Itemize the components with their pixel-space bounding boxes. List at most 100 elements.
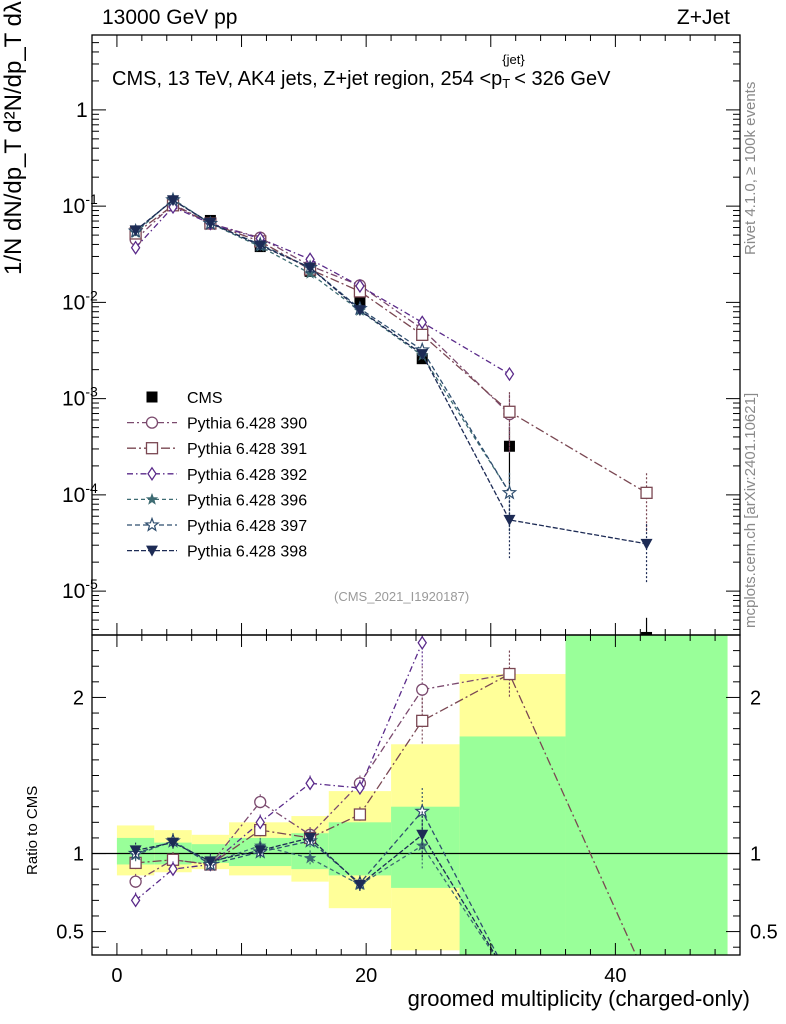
ratio-series-p392 (130, 635, 428, 909)
point-p398-7 (503, 514, 516, 526)
xtick-label-20: 20 (355, 965, 377, 987)
process-label: 13000 GeV pp (102, 6, 238, 29)
ratio-point-p398-4 (304, 832, 317, 844)
ratio-panel-series (127, 635, 637, 955)
rytick-label-right-1: 1 (750, 844, 761, 866)
ratio-line-p390 (135, 673, 510, 883)
ratio-line-p396 (135, 840, 495, 955)
rytick-label-right-2: 2 (750, 687, 761, 709)
rytick-label-0.5: 0.5 (56, 922, 84, 944)
point-p398-8 (640, 538, 653, 550)
legend-label-p398: Pythia 6.428 398 (187, 544, 307, 561)
point-p398-3 (254, 240, 267, 252)
point-p398-6 (416, 349, 429, 361)
ratio-y-axis-label: Ratio to CMS (24, 785, 41, 875)
ratio-point-p398-5 (353, 879, 366, 891)
legend-item-p391: Pythia 6.428 391 (127, 441, 307, 458)
legend-marker-p397 (144, 516, 160, 532)
rytick-label-right-0.5: 0.5 (750, 922, 778, 944)
legend-marker-p396 (145, 492, 159, 505)
legend-label-p390: Pythia 6.428 390 (187, 416, 307, 433)
band-inner-5 (328, 822, 392, 876)
series-p398 (129, 195, 653, 583)
point-p398-4 (304, 262, 317, 274)
ratio-point-p391-5 (353, 808, 367, 821)
legend-item-p392: Pythia 6.428 392 (127, 466, 307, 484)
x-axis-label: groomed multiplicity (charged-only) (407, 986, 750, 1011)
point-p391-6 (416, 328, 429, 341)
legend-marker-p390 (145, 416, 159, 429)
line-p390 (135, 203, 510, 415)
ratio-point-p390-0 (129, 875, 142, 888)
band-inner-8 (565, 635, 728, 955)
ratio-point-p398-2 (204, 856, 217, 868)
point-p398-1 (167, 195, 179, 207)
point-p392-5 (355, 278, 365, 294)
legend-item-data: CMS (146, 390, 223, 407)
plot-title: CMS, 13 TeV, AK4 jets, Z+jet region, 254… (112, 52, 611, 91)
rytick-label-1: 1 (73, 844, 84, 866)
series-layer (127, 191, 653, 955)
main-y-axis-label: 1/N dN/dp_T d²N/dp_T dλ (0, 1, 27, 275)
ratio-point-p391-6 (416, 714, 429, 728)
point-p398-2 (204, 217, 217, 229)
ratio-line-p398 (135, 833, 497, 955)
legend-item-p397: Pythia 6.428 397 (127, 516, 307, 535)
ratio-point-p392-5 (355, 780, 365, 796)
ytick-label-1: 1 (76, 99, 88, 122)
line-p396 (135, 198, 511, 493)
ratio-point-p398-3 (254, 845, 267, 857)
band-inner-6 (391, 806, 460, 888)
ratio-point-p397-6 (414, 803, 431, 819)
ratio-point-p398-0 (129, 845, 142, 857)
ratio-point-p392-0 (130, 893, 141, 908)
ratio-point-p391-7 (503, 667, 516, 681)
channel-label: Z+Jet (676, 6, 730, 29)
point-p392-7 (504, 366, 515, 382)
line-p392 (135, 206, 510, 375)
point-p391-8 (640, 486, 653, 499)
main-panel-series (127, 191, 653, 635)
point-data-7 (503, 440, 515, 452)
ratio-point-p392-6 (417, 635, 428, 650)
ratio-point-p396-4 (303, 851, 317, 864)
legend-label-data: CMS (187, 390, 223, 407)
ratio-point-p392-4 (305, 776, 315, 791)
rytick-label-2: 2 (73, 687, 84, 709)
line-p397 (135, 199, 511, 494)
point-data-5 (354, 294, 366, 306)
legend-label-p392: Pythia 6.428 392 (187, 467, 307, 484)
ratio-uncertainty-bands (116, 635, 728, 955)
ratio-point-p398-6 (416, 829, 429, 841)
ratio-series-p398 (129, 811, 497, 955)
legend-item-p396: Pythia 6.428 396 (127, 492, 307, 509)
point-p392-6 (417, 315, 428, 330)
legend-marker-p391 (145, 442, 159, 455)
legend-marker-p398 (146, 545, 158, 557)
ytick-label-10^-2: 10-2 (62, 287, 98, 314)
legend-item-p390: Pythia 6.428 390 (127, 416, 307, 433)
legend-label-p391: Pythia 6.428 391 (187, 441, 307, 458)
ratio-point-p392-3 (255, 815, 266, 830)
legend-item-p398: Pythia 6.428 398 (127, 544, 307, 561)
point-data-8 (641, 631, 653, 635)
ratio-line-p397 (135, 810, 499, 955)
rivet-version-label: Rivet 4.1.0, ≥ 100k events (742, 81, 759, 255)
series-p390 (129, 197, 516, 453)
series-p392 (130, 199, 515, 382)
legend-label-p396: Pythia 6.428 396 (187, 492, 307, 509)
xtick-label-0: 0 (111, 965, 122, 987)
point-p391-7 (503, 405, 516, 418)
point-p392-0 (130, 240, 141, 255)
point-p398-5 (353, 305, 366, 317)
ratio-point-p392-1 (168, 861, 178, 877)
ratio-point-p390-6 (416, 683, 429, 696)
legend-label-p397: Pythia 6.428 397 (187, 518, 307, 535)
analysis-id: (CMS_2021_I1920187) (334, 589, 470, 604)
legend-marker-p392 (147, 466, 157, 481)
xtick-label-40: 40 (604, 965, 626, 987)
ratio-point-p398-1 (167, 837, 179, 849)
point-p397-7 (501, 484, 518, 500)
